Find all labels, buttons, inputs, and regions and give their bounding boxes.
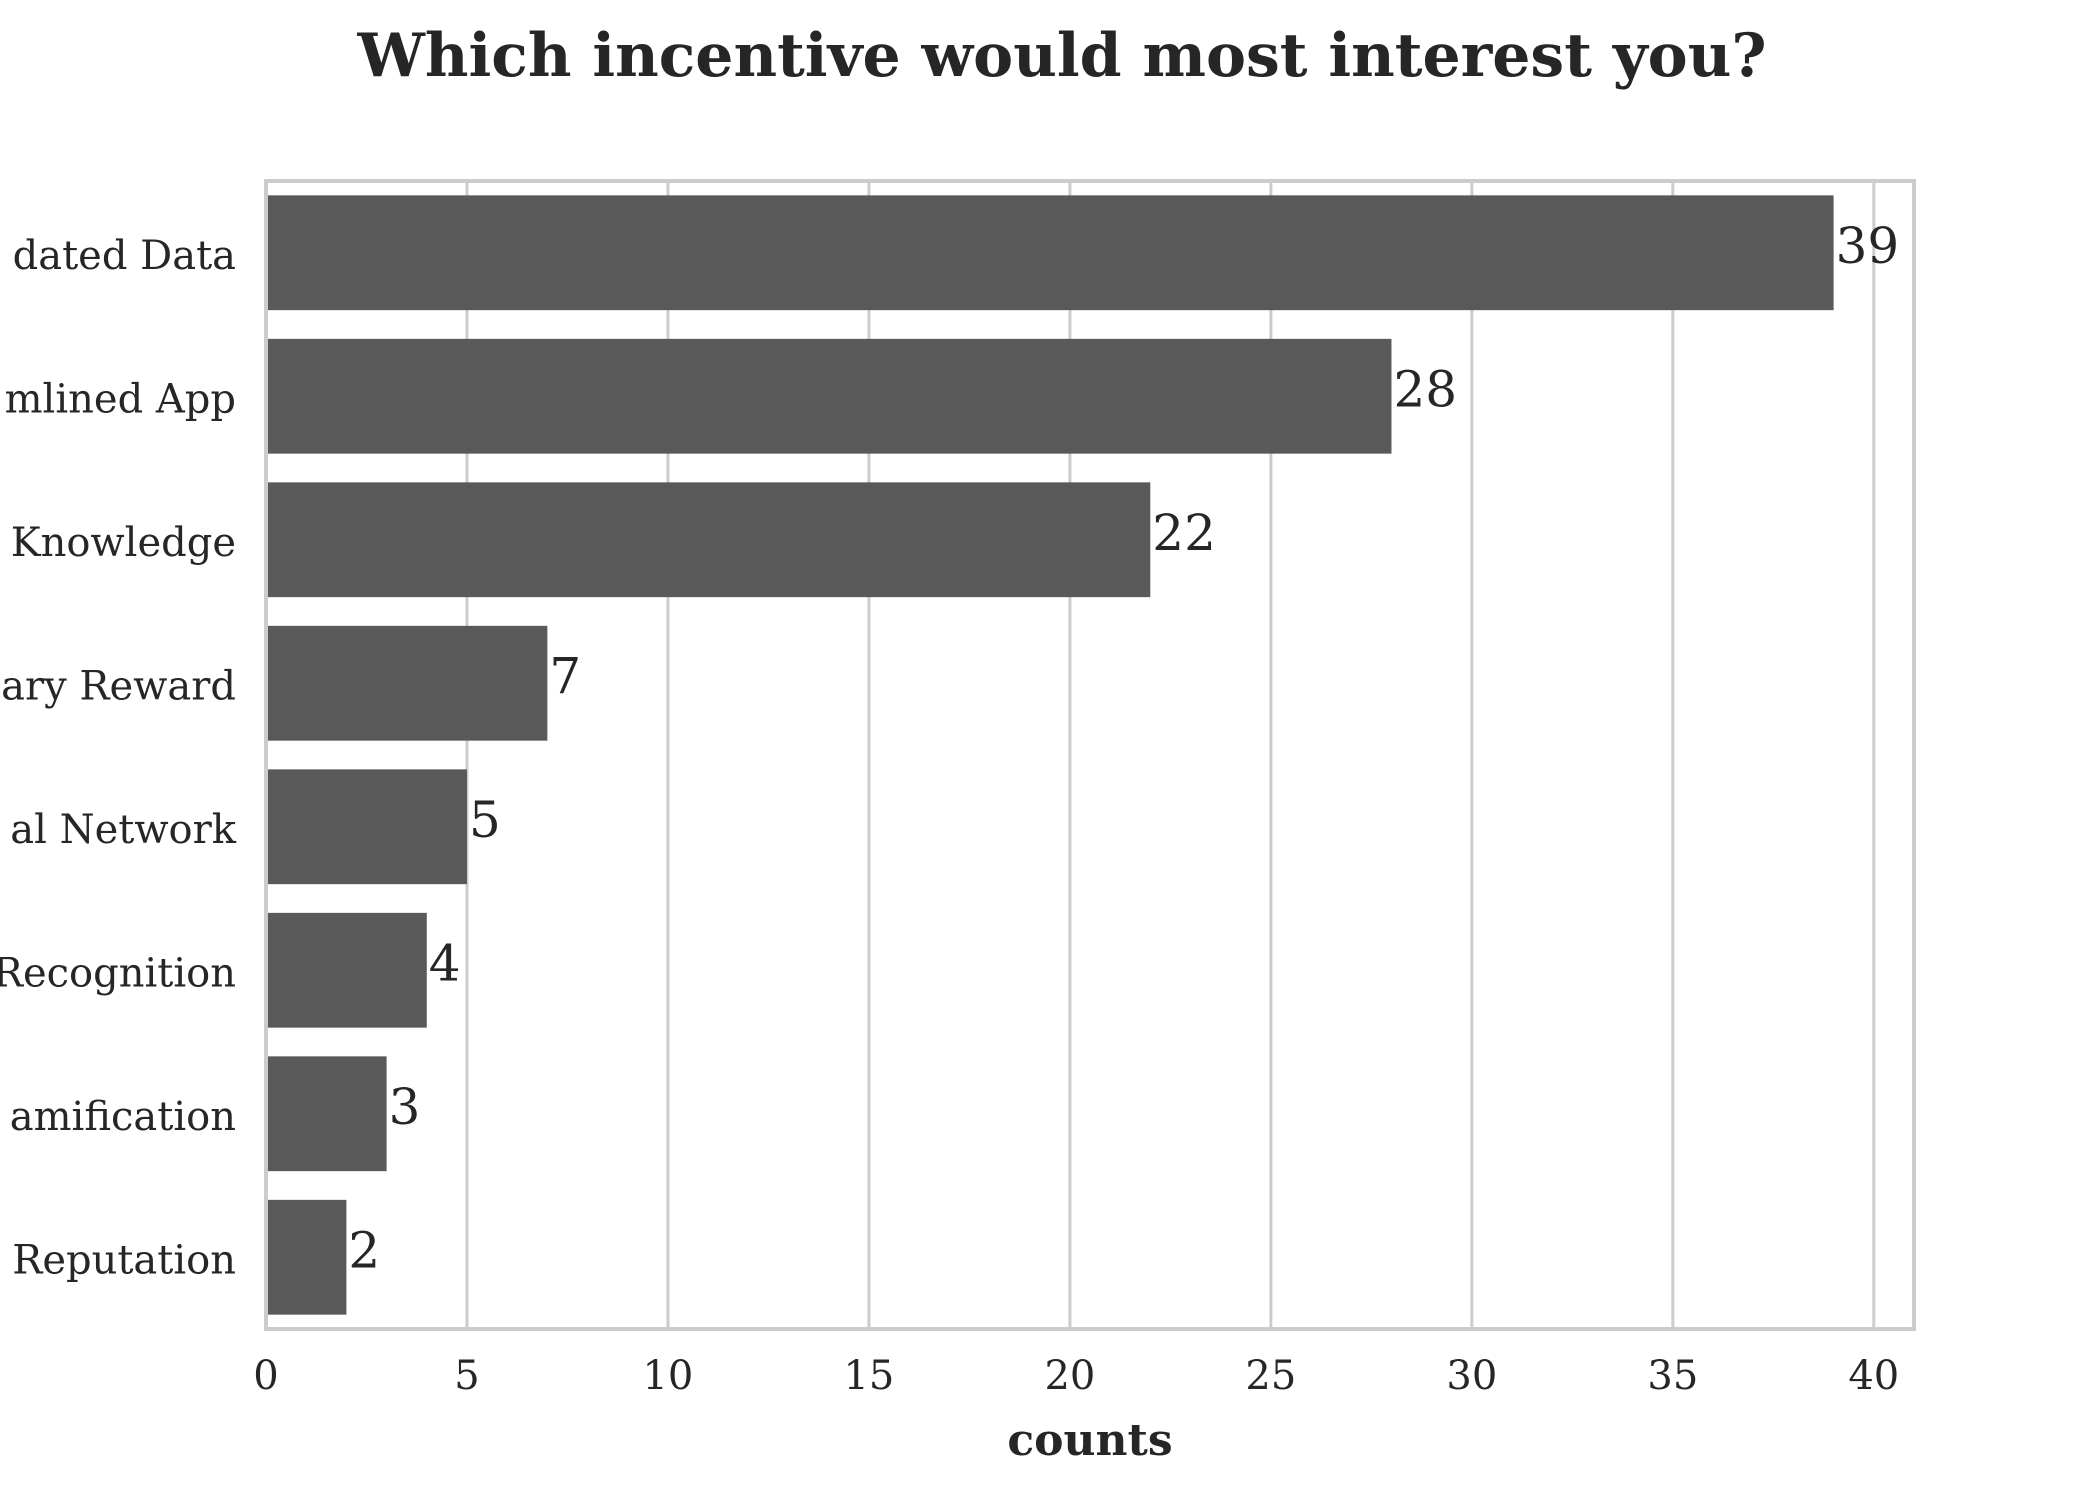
data-label-7: 2 [348, 1221, 380, 1279]
x-tick-label-10: 10 [642, 1353, 693, 1399]
bars [266, 195, 1834, 1315]
chart-title: Which incentive would most interest you? [357, 21, 1767, 91]
x-tick-label-20: 20 [1044, 1353, 1095, 1399]
y-tick-label-3: ary Reward [1, 663, 236, 709]
data-label-4: 5 [469, 791, 501, 849]
y-tick-label-5: Recognition [0, 950, 236, 996]
x-tick-label-25: 25 [1245, 1353, 1296, 1399]
y-tick-label-2: Knowledge [11, 520, 236, 566]
data-label-6: 3 [389, 1078, 421, 1136]
x-tick-label-40: 40 [1848, 1353, 1899, 1399]
bar-0 [266, 195, 1834, 311]
plot-frame [264, 179, 1916, 1331]
data-label-2: 22 [1152, 504, 1216, 562]
bar-6 [266, 1056, 387, 1172]
x-tick-label-15: 15 [843, 1353, 894, 1399]
x-tick-label-5: 5 [454, 1353, 479, 1399]
bar-3 [266, 625, 548, 741]
x-tick-label-35: 35 [1647, 1353, 1698, 1399]
bar-7 [266, 1199, 347, 1315]
y-tick-label-1: mlined App [5, 376, 236, 422]
x-tick-label-0: 0 [253, 1353, 278, 1399]
y-tick-label-6: amification [10, 1094, 236, 1140]
x-tick-label-30: 30 [1446, 1353, 1497, 1399]
data-label-5: 4 [429, 934, 461, 992]
data-labels: 39 28 22 7 5 4 3 2 [348, 217, 1899, 1280]
data-label-3: 7 [549, 647, 581, 705]
data-label-0: 39 [1836, 217, 1900, 275]
bar-2 [266, 482, 1151, 598]
x-axis-label: counts [1007, 1415, 1172, 1466]
y-tick-label-0: dated Data [13, 233, 236, 279]
y-tick-labels: dated Data mlined App Knowledge ary Reward a… [0, 233, 237, 1284]
data-label-1: 28 [1393, 360, 1457, 418]
bar-1 [266, 338, 1392, 454]
bar-5 [266, 912, 427, 1028]
x-tick-labels: 0 5 10 15 20 25 30 35 40 [253, 1353, 1899, 1399]
y-tick-label-7: Reputation [12, 1237, 236, 1283]
y-tick-label-4: al Network [10, 807, 237, 853]
bar-4 [266, 769, 467, 885]
